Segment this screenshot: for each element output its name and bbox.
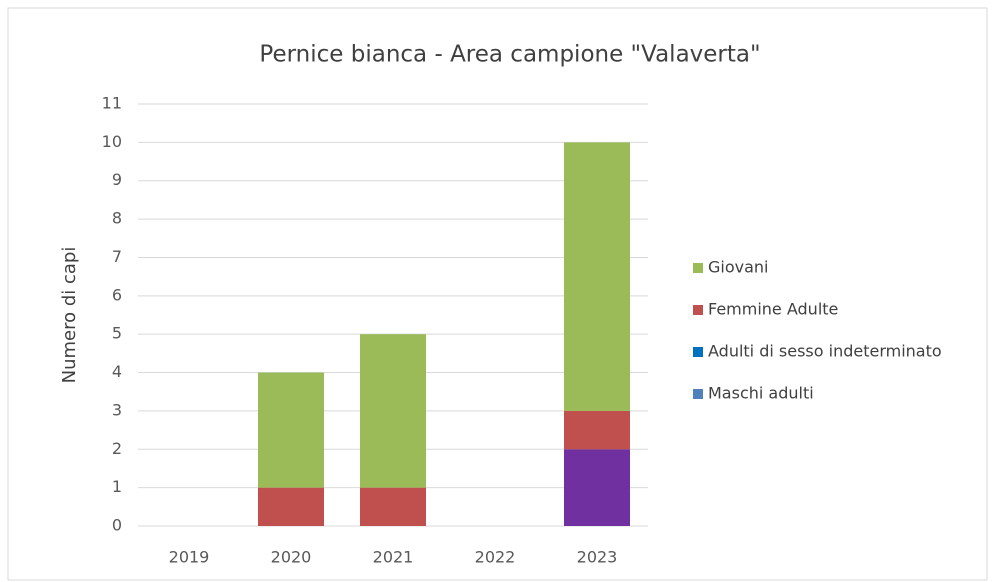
y-tick-label: 6 — [112, 285, 122, 304]
y-tick-label: 2 — [112, 439, 122, 458]
y-tick-label: 11 — [102, 94, 122, 113]
legend-label: Giovani — [708, 258, 769, 277]
legend-swatch — [693, 389, 703, 399]
y-tick-label: 7 — [112, 247, 122, 266]
x-tick-label: 2022 — [475, 548, 516, 567]
x-tick-label: 2020 — [271, 548, 312, 567]
bar-segment — [258, 487, 324, 526]
x-tick-label: 2023 — [577, 548, 618, 567]
bar-segment — [564, 410, 630, 450]
chart-title: Pernice bianca - Area campione "Valavert… — [259, 42, 760, 68]
y-tick-label: 3 — [112, 400, 122, 419]
y-tick-label: 1 — [112, 477, 122, 496]
bar-segment — [564, 449, 630, 526]
bar-segment — [360, 487, 426, 526]
legend-label: Adulti di sesso indeterminato — [708, 342, 942, 361]
y-tick-label: 8 — [112, 209, 122, 228]
bar-segment — [564, 142, 630, 411]
x-tick-label: 2019 — [169, 548, 210, 567]
y-tick-label: 5 — [112, 324, 122, 343]
y-tick-label: 10 — [102, 132, 122, 151]
y-tick-label: 0 — [112, 516, 122, 535]
x-tick-label: 2021 — [373, 548, 414, 567]
y-tick-label: 4 — [112, 362, 122, 381]
legend-label: Femmine Adulte — [708, 300, 838, 319]
bar-segment — [360, 334, 426, 488]
y-tick-label: 9 — [112, 170, 122, 189]
chart-frame — [7, 7, 988, 581]
legend-swatch — [693, 347, 703, 357]
bar-segment — [258, 372, 324, 488]
legend-label: Maschi adulti — [708, 384, 814, 403]
legend-swatch — [693, 305, 703, 315]
legend-swatch — [693, 263, 703, 273]
y-axis-label: Numero di capi — [59, 247, 80, 384]
